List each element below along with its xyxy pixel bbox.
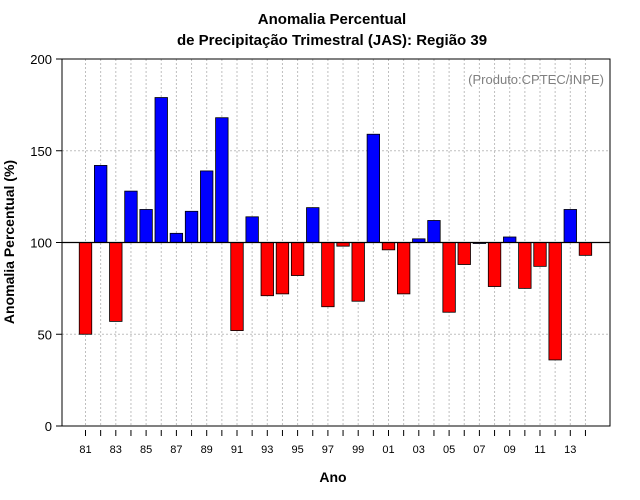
chart-title-line-2: de Precipitação Trimestral (JAS): Região… (177, 32, 487, 49)
bar-83 (109, 242, 123, 322)
bar-91 (230, 242, 244, 331)
y-tick-label: 0 (45, 419, 52, 434)
bar-99 (351, 242, 365, 302)
y-tick-label: 200 (30, 52, 52, 67)
x-tick-label: 83 (110, 444, 122, 456)
x-tick-label: 89 (201, 444, 213, 456)
bar-00 (366, 133, 381, 243)
bar-08 (487, 242, 502, 287)
bar-93 (260, 242, 274, 297)
bar-01 (381, 242, 396, 251)
x-tick-label: 11 (534, 444, 545, 456)
x-tick-label: 97 (322, 444, 334, 456)
bar-87 (169, 232, 184, 243)
bar-92 (245, 216, 259, 243)
x-tick-label: 81 (79, 444, 91, 456)
x-tick-label: 05 (443, 444, 455, 456)
y-tick-label: 100 (30, 236, 52, 251)
x-tick-label: 91 (231, 444, 243, 456)
bar-10 (518, 242, 532, 289)
source-annotation: (Produto:CPTEC/INPE) (468, 72, 604, 87)
bar-06 (457, 242, 471, 265)
bar-09 (503, 236, 517, 243)
bar-84 (124, 190, 138, 243)
bar-04 (427, 220, 441, 243)
bar-90 (215, 117, 229, 243)
x-tick-label: 87 (170, 444, 182, 456)
x-tick-label: 95 (291, 444, 303, 456)
bar-11 (533, 242, 547, 267)
bar-94 (275, 242, 290, 295)
bar-85 (139, 209, 153, 243)
bar-89 (200, 170, 214, 243)
bar-86 (154, 97, 168, 243)
bar-02 (396, 242, 411, 295)
x-tick-label: 07 (473, 444, 485, 456)
x-tick-label: 93 (261, 444, 273, 456)
x-tick-label: 03 (413, 444, 425, 456)
bar-81 (78, 242, 93, 335)
bars (78, 97, 593, 361)
bar-88 (184, 210, 199, 243)
chart-title-line-1: Anomalia Percentual (258, 11, 406, 28)
y-tick-label: 50 (38, 327, 52, 342)
bar-12 (548, 242, 562, 361)
bar-14 (578, 242, 593, 256)
x-tick-label: 99 (352, 444, 364, 456)
x-tick-label: 13 (564, 444, 576, 456)
bar-95 (290, 242, 305, 276)
y-tick-label: 150 (30, 144, 52, 159)
x-tick-label: 01 (382, 444, 394, 456)
x-tick-label: 09 (504, 444, 516, 456)
axes: 0 50 100 150 200 81 83 85 87 89 91 93 95 97 99 01 03 05 07… (30, 52, 611, 456)
bar-96 (306, 207, 320, 243)
plot-frame (61, 58, 611, 427)
bar-13 (563, 209, 577, 243)
bar-97 (321, 242, 335, 308)
x-tick-label: 85 (140, 444, 152, 456)
bar-82 (94, 165, 108, 243)
x-axis-title: Ano (319, 469, 346, 485)
bar-05 (442, 242, 456, 313)
y-axis-title: Anomalia Percentual (%) (1, 160, 17, 324)
